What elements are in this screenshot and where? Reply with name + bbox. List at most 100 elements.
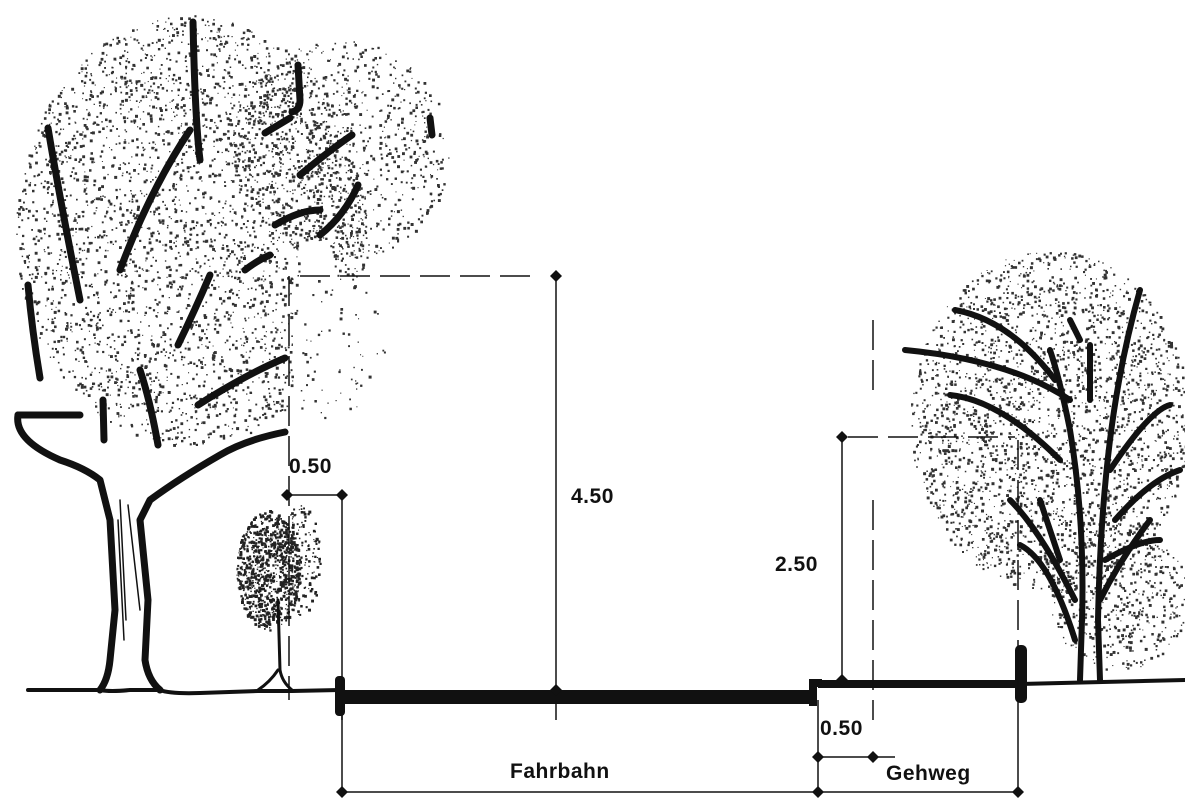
foliage-dot <box>298 270 301 273</box>
foliage-dot <box>124 121 126 124</box>
foliage-dot <box>331 167 334 170</box>
foliage-dot <box>177 432 179 434</box>
foliage-dot <box>243 207 246 211</box>
foliage-dot <box>355 177 359 180</box>
foliage-dot <box>146 251 150 255</box>
foliage-dot <box>115 358 118 361</box>
foliage-dot <box>255 533 258 536</box>
foliage-dot <box>158 193 161 196</box>
foliage-dot <box>287 346 290 349</box>
foliage-dot <box>155 398 158 401</box>
foliage-dot <box>281 111 284 114</box>
foliage-dot <box>260 624 262 626</box>
foliage-dot <box>286 73 289 76</box>
foliage-dot <box>297 275 299 277</box>
foliage-dot <box>142 44 145 47</box>
foliage-dot <box>69 267 72 270</box>
foliage-dot <box>151 335 153 337</box>
foliage-dot <box>269 408 272 410</box>
foliage-dot <box>62 128 65 130</box>
foliage-dot <box>35 151 38 154</box>
foliage-dot <box>334 242 336 244</box>
foliage-dot <box>167 430 170 432</box>
foliage-dot <box>281 520 285 524</box>
foliage-dot <box>279 542 282 546</box>
foliage-dot <box>350 169 353 172</box>
foliage-dot <box>140 47 143 50</box>
foliage-dot <box>187 190 189 192</box>
foliage-dot <box>283 565 285 567</box>
foliage-dot <box>409 111 413 115</box>
foliage-dot <box>259 587 263 591</box>
foliage-dot <box>120 223 123 226</box>
foliage-dot <box>265 347 267 350</box>
foliage-dot <box>264 576 267 579</box>
foliage-dot <box>85 361 88 363</box>
foliage-dot <box>201 329 204 333</box>
foliage-dot <box>241 586 245 589</box>
foliage-dot <box>271 150 273 153</box>
foliage-dot <box>403 226 407 230</box>
foliage-dot <box>152 22 154 25</box>
foliage-dot <box>102 195 104 197</box>
foliage-dot <box>124 82 127 86</box>
foliage-dot <box>252 144 255 147</box>
foliage-dot <box>234 49 236 51</box>
foliage-dot <box>248 356 251 359</box>
foliage-dot <box>107 250 109 252</box>
foliage-dot <box>246 189 249 192</box>
foliage-dot <box>278 554 281 557</box>
foliage-dot <box>243 94 247 98</box>
foliage-dot <box>380 153 383 156</box>
foliage-dot <box>148 306 151 310</box>
foliage-dot <box>238 575 240 577</box>
foliage-dot <box>153 399 155 401</box>
foliage-dot <box>269 395 272 398</box>
foliage-dot <box>293 604 296 607</box>
foliage-dot <box>226 245 229 248</box>
foliage-dot <box>241 135 243 137</box>
foliage-dot <box>111 70 114 74</box>
foliage-dot <box>19 206 23 209</box>
foliage-dot <box>413 174 416 177</box>
foliage-dot <box>117 384 119 387</box>
foliage-dot <box>145 130 148 133</box>
foliage-dot <box>155 92 159 95</box>
foliage-dot <box>292 592 296 596</box>
foliage-dot <box>328 179 332 182</box>
foliage-dot <box>354 93 356 96</box>
foliage-dot <box>145 269 149 272</box>
foliage-dot <box>353 286 357 290</box>
foliage-dot <box>307 156 311 160</box>
foliage-dot <box>244 241 247 244</box>
foliage-dot <box>101 221 104 224</box>
foliage-dot <box>162 200 164 203</box>
foliage-dot <box>188 372 190 374</box>
foliage-dot <box>44 271 48 275</box>
foliage-dot <box>91 157 95 161</box>
foliage-dot <box>345 113 348 116</box>
foliage-dot <box>192 333 195 336</box>
foliage-dot <box>109 346 112 349</box>
foliage-dot <box>254 235 257 239</box>
foliage-dot <box>308 67 311 69</box>
foliage-dot <box>357 237 359 240</box>
foliage-dot <box>143 71 145 74</box>
foliage-dot <box>220 36 223 38</box>
foliage-dot <box>249 139 251 141</box>
foliage-dot <box>269 614 272 616</box>
foliage-dot <box>237 372 240 375</box>
foliage-dot <box>206 374 208 376</box>
foliage-dot <box>33 280 36 283</box>
foliage-dot <box>195 258 197 260</box>
foliage-dot <box>178 264 181 267</box>
foliage-dot <box>260 564 264 567</box>
foliage-dot <box>265 575 267 577</box>
foliage-dot <box>73 219 77 222</box>
foliage-dot <box>335 258 337 261</box>
foliage-dot <box>248 306 252 309</box>
foliage-dot <box>274 120 276 122</box>
foliage-dot <box>184 60 187 62</box>
foliage-dot <box>336 184 339 187</box>
foliage-dot <box>75 213 78 215</box>
